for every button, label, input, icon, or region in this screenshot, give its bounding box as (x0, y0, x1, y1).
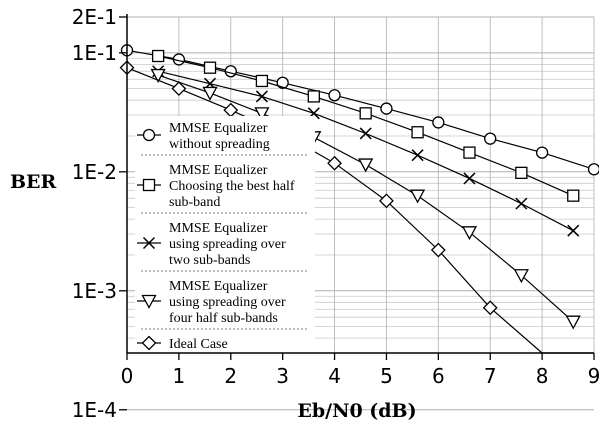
y-tick-label: 1E-1 (72, 41, 117, 65)
y-axis-label: BER (10, 171, 57, 193)
y-tick-label: 2E-1 (72, 5, 117, 29)
legend-label: using spreading over (169, 237, 286, 252)
series-line (126, 67, 594, 354)
tick-labels: 2E-1 1E-1 1E-2 1E-3 1E-40 1 2 3 4 5 6 7 8 9 (72, 5, 599, 422)
marker-square (463, 146, 476, 159)
marker-circle (535, 146, 549, 159)
legend-label: using spreading over (169, 295, 286, 310)
marker-x (463, 172, 476, 185)
marker-square (567, 189, 580, 202)
marker-circle (587, 163, 599, 176)
marker-x (515, 197, 528, 210)
marker-circle (328, 89, 341, 102)
marker-x (359, 127, 372, 140)
marker-diamond (141, 335, 157, 351)
x-tick-label: 0 (121, 364, 134, 388)
legend-label: MMSE Equalizer (169, 279, 268, 294)
marker-triangle-down (254, 107, 270, 122)
marker-square (307, 90, 320, 103)
x-tick-label: 9 (588, 364, 599, 388)
legend-label: MMSE Equalizer (169, 221, 268, 236)
axes (119, 14, 595, 411)
marker-x (567, 224, 580, 237)
x-tick-label: 3 (276, 364, 289, 388)
marker-triangle-down (513, 269, 529, 284)
series-square (151, 49, 580, 202)
marker-square (142, 178, 156, 192)
marker-circle (142, 128, 156, 142)
y-tick-label: 1E-3 (72, 279, 117, 303)
marker-diamond (482, 300, 498, 316)
marker-square (411, 126, 424, 139)
x-tick-label: 5 (380, 364, 393, 388)
legend-label: Ideal Case (169, 337, 228, 352)
x-tick-label: 6 (432, 364, 445, 388)
x-tick-label: 1 (173, 364, 186, 388)
legend-label: sub-band (169, 195, 220, 210)
marker-diamond (379, 193, 394, 209)
series-layer (119, 44, 599, 354)
marker-square (515, 166, 528, 179)
marker-circle (484, 132, 497, 145)
marker-x (142, 236, 156, 250)
legend-background (135, 116, 315, 354)
y-tick-label: 1E-2 (72, 160, 117, 184)
series-x (152, 65, 580, 237)
marker-square (203, 61, 217, 74)
legend-label: four half sub-bands (169, 311, 278, 326)
marker-x (411, 149, 424, 162)
marker-triangle-down (409, 189, 426, 204)
marker-triangle-down (358, 158, 374, 173)
legend-label: Choosing the best half (169, 179, 295, 194)
marker-circle (380, 102, 393, 115)
marker-triangle-down (565, 315, 581, 330)
legend-label: two sub-bands (169, 253, 250, 268)
marker-x (255, 90, 268, 103)
marker-diamond (327, 155, 342, 171)
x-tick-label: 7 (484, 364, 497, 388)
marker-circle (224, 65, 237, 78)
marker-circle (276, 76, 289, 89)
marker-square (255, 74, 269, 88)
legend-label: MMSE Equalizer (169, 121, 268, 136)
x-tick-label: 4 (328, 364, 341, 388)
marker-triangle-down (141, 294, 157, 309)
marker-square (151, 49, 165, 63)
x-tick-label: 2 (224, 364, 237, 388)
y-tick-label: 1E-4 (72, 398, 117, 422)
marker-diamond (430, 242, 446, 258)
marker-square (359, 107, 372, 120)
legend-label: without spreading (169, 137, 270, 152)
legend-entry-diamond: Ideal Case (137, 335, 228, 352)
marker-triangle-down (150, 68, 166, 83)
marker-triangle-down (202, 86, 218, 101)
x-axis-label: Eb/N0 (dB) (297, 400, 416, 422)
legend-label: MMSE Equalizer (169, 163, 268, 178)
marker-triangle-down (461, 226, 478, 241)
x-tick-label: 8 (536, 364, 549, 388)
marker-diamond (171, 81, 187, 97)
marker-circle (432, 116, 445, 129)
